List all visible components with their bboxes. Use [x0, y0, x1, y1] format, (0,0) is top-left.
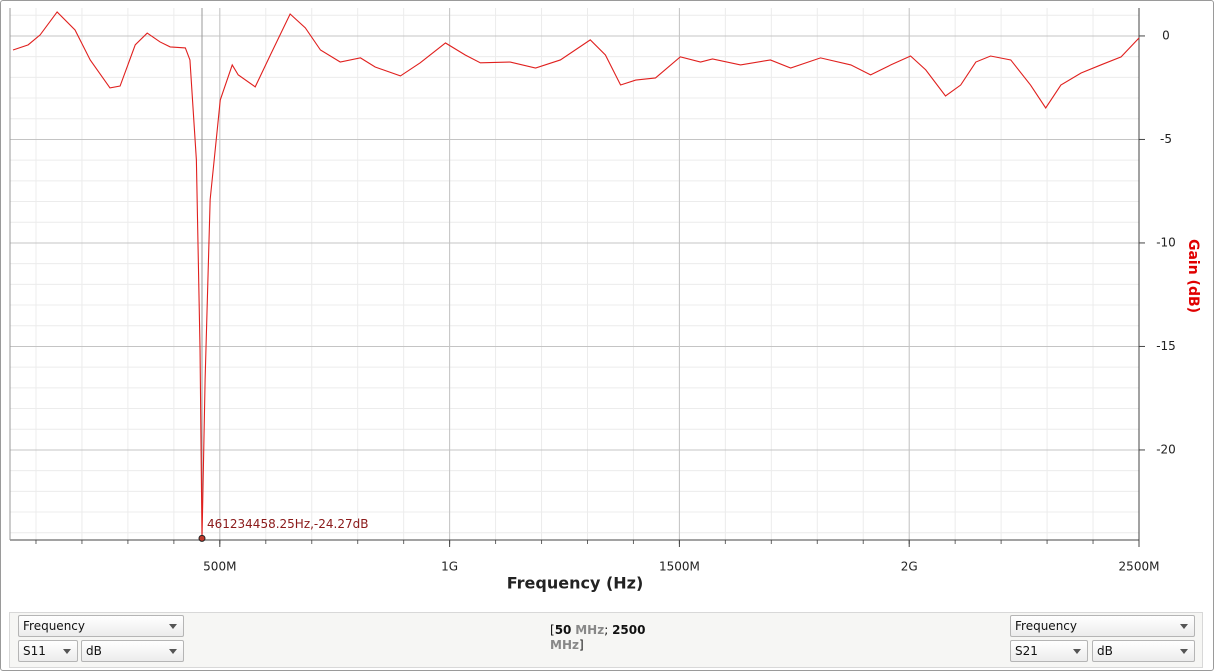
y-tick-label: -20 [1156, 442, 1176, 456]
x-tick-label: 2G [901, 560, 918, 574]
y-tick-label: -5 [1160, 132, 1172, 146]
range-label: [50 MHz; 2500 MHz] [550, 623, 670, 653]
param-select[interactable]: S21 [1010, 640, 1088, 662]
x-tick-label: 2500M [1119, 560, 1160, 574]
chart: Frequency (Hz) Gain (dB) 0 -5 -10 -15 -20 500… [9, 8, 1201, 593]
y-tick-label: 0 [1162, 28, 1170, 42]
y-axis-title: Gain (dB) [1185, 239, 1201, 313]
x-tick-label: 1500M [659, 560, 700, 574]
control-panel: Frequency S11 dB [50 MHz; 2500 MHz] Frequ… [9, 612, 1203, 668]
marker-label: 461234458.25Hz,-24.27dB [207, 517, 368, 531]
axis-select[interactable]: Frequency [1010, 615, 1195, 637]
y-tick-label: -10 [1156, 235, 1176, 249]
range-separator: ; [604, 623, 609, 637]
range-end: 2500 [612, 623, 646, 637]
param-select[interactable]: S11 [18, 640, 78, 662]
range-unit: MHz [575, 623, 605, 637]
range-unit: MHz [550, 638, 579, 652]
x-tick-label: 500M [203, 560, 236, 574]
x-tick-label: 1G [441, 560, 458, 574]
range-close: ] [578, 638, 584, 652]
y-tick-label: -15 [1156, 339, 1176, 353]
range-open: [ [550, 623, 555, 637]
x-axis-title: Frequency (Hz) [507, 574, 644, 593]
data-line [12, 11, 1140, 539]
marker-point [198, 534, 206, 542]
unit-select[interactable]: dB [81, 640, 184, 662]
unit-select[interactable]: dB [1092, 640, 1195, 662]
range-start: 50 [554, 623, 572, 637]
axis-select[interactable]: Frequency [18, 615, 184, 637]
